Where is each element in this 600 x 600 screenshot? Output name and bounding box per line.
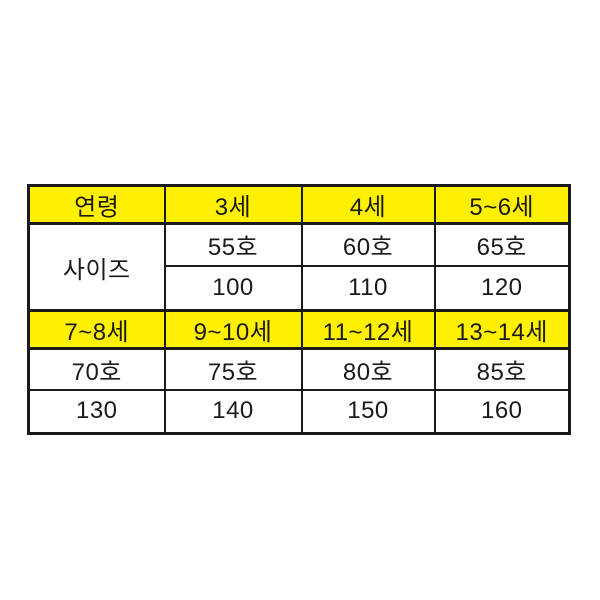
age-header-cell: 7~8세	[27, 309, 166, 350]
size-label-cell: 사이즈	[27, 222, 166, 312]
size-cm-cell: 160	[433, 388, 571, 435]
size-cm-row-top: 100 110 120	[29, 264, 571, 312]
age-header-cell: 5~6세	[433, 184, 571, 225]
size-ho-cell: 55호	[163, 222, 303, 267]
size-ho-cell: 65호	[433, 222, 571, 267]
age-label-cell: 연령	[27, 184, 166, 225]
age-header-row-top: 연령 3세 4세 5~6세	[27, 184, 571, 225]
size-cm-cell: 120	[433, 264, 571, 312]
size-cm-cell: 130	[27, 388, 166, 435]
age-header-cell: 9~10세	[163, 309, 303, 350]
size-ho-cell: 70호	[27, 347, 166, 391]
size-chart-table: 연령 3세 4세 5~6세 사이즈 55호 60호 65호 100 110 12…	[27, 184, 571, 435]
size-ho-row-bottom: 70호 75호 80호 85호	[27, 347, 571, 391]
size-cm-cell: 100	[163, 264, 303, 312]
size-cm-cell: 150	[300, 388, 436, 435]
size-cm-row-bottom: 130 140 150 160	[27, 388, 571, 435]
size-ho-cell: 60호	[300, 222, 436, 267]
age-header-cell: 13~14세	[433, 309, 571, 350]
age-header-row-bottom: 7~8세 9~10세 11~12세 13~14세	[27, 309, 571, 350]
size-ho-cell: 85호	[433, 347, 571, 391]
size-ho-row-top: 사이즈 55호 60호 65호	[27, 222, 571, 312]
age-header-cell: 4세	[300, 184, 436, 225]
age-header-cell: 3세	[163, 184, 303, 225]
size-cm-cell: 140	[163, 388, 303, 435]
age-header-cell: 11~12세	[300, 309, 436, 350]
size-ho-cell: 80호	[300, 347, 436, 391]
size-ho-cell: 75호	[163, 347, 303, 391]
size-cm-cell: 110	[300, 264, 436, 312]
